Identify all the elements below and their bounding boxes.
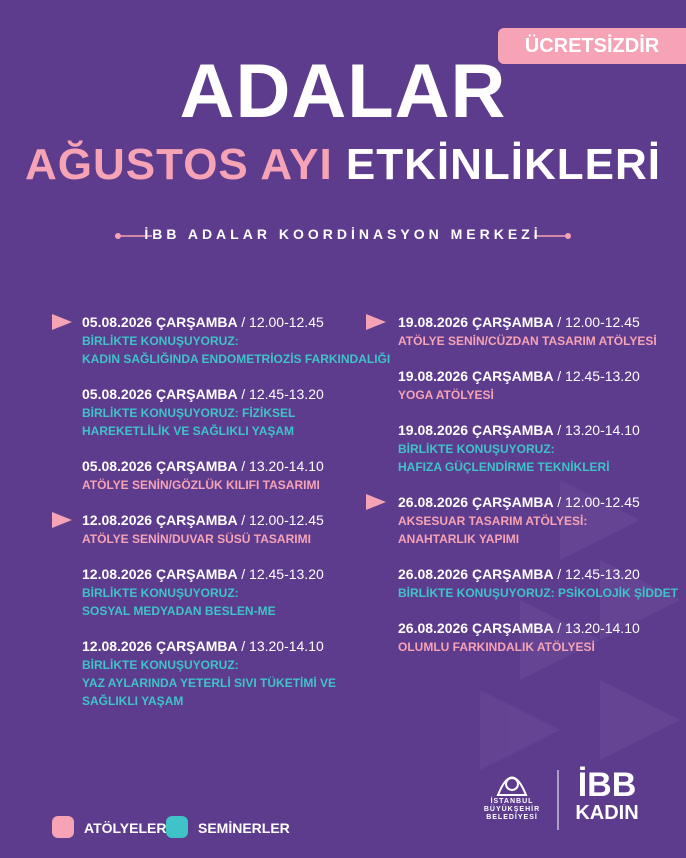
event-header: 19.08.2026 ÇARŞAMBA / 13.20-14.10 <box>398 421 640 440</box>
event: 05.08.2026 ÇARŞAMBA / 13.20-14.10 ATÖLYE … <box>82 457 324 494</box>
event: 05.08.2026 ÇARŞAMBA / 12.45-13.20 BİRLİKT… <box>82 385 324 440</box>
event-line: BİRLİKTE KONUŞUYORUZ: PSİKOLOJİK ŞİDDET <box>398 586 679 600</box>
event-header: 19.08.2026 ÇARŞAMBA / 12.00-12.45 <box>398 313 657 332</box>
event-line: ATÖLYE SENİN/DUVAR SÜSÜ TASARIMI <box>82 532 311 546</box>
event-time: / 12.45-13.20 <box>241 386 324 402</box>
arrow <box>52 314 72 330</box>
event-line: ANAHTARLIK YAPIMI <box>398 532 520 546</box>
event: 26.08.2026 ÇARŞAMBA / 12.00-12.45 AKSESUA… <box>398 493 640 548</box>
event-header: 12.08.2026 ÇARŞAMBA / 13.20-14.10 <box>82 637 336 656</box>
event-date: 26.08.2026 ÇARŞAMBA <box>398 494 554 510</box>
event-date: 26.08.2026 ÇARŞAMBA <box>398 620 554 636</box>
badge: ÜCRETSİZDİR <box>498 28 686 64</box>
event: 26.08.2026 ÇARŞAMBA / 13.20-14.10 OLUMLU … <box>398 619 640 656</box>
event-time: / 13.20-14.10 <box>557 422 640 438</box>
event-date: 19.08.2026 ÇARŞAMBA <box>398 422 554 438</box>
event-header: 19.08.2026 ÇARŞAMBA / 12.45-13.20 <box>398 367 640 386</box>
event-line: BİRLİKTE KONUŞUYORUZ: <box>82 658 239 672</box>
event-header: 26.08.2026 ÇARŞAMBA / 12.45-13.20 <box>398 565 678 584</box>
event-header: 26.08.2026 ÇARŞAMBA / 12.00-12.45 <box>398 493 640 512</box>
event: 19.08.2026 ÇARŞAMBA / 13.20-14.10 BİRLİKT… <box>398 421 640 476</box>
event-line: AKSESUAR TASARIM ATÖLYESİ: <box>398 514 588 528</box>
event-date: 26.08.2026 ÇARŞAMBA <box>398 566 554 582</box>
event-line: SAĞLIKLI YAŞAM <box>82 694 184 708</box>
subtitle-highlight: AĞUSTOS AYI <box>24 140 333 189</box>
kadin-logo: İBB KADIN <box>568 768 646 824</box>
subtitle: AĞUSTOS AYI ETKİNLİKLERİ <box>0 140 686 190</box>
legend-swatch <box>52 816 74 838</box>
event-header: 12.08.2026 ÇARŞAMBA / 12.45-13.20 <box>82 565 324 584</box>
organizer: İBB ADALAR KOORDİNASYON MERKEZİ <box>144 226 542 242</box>
event-header: 12.08.2026 ÇARŞAMBA / 12.00-12.45 <box>82 511 324 530</box>
event-date: 05.08.2026 ÇARŞAMBA <box>82 386 238 402</box>
event-line: BİRLİKTE KONUŞUYORUZ: <box>82 586 239 600</box>
event-time: / 12.00-12.45 <box>557 494 640 510</box>
event: 26.08.2026 ÇARŞAMBA / 12.45-13.20 BİRLİKT… <box>398 565 678 602</box>
event-header: 05.08.2026 ÇARŞAMBA / 12.45-13.20 <box>82 385 324 404</box>
event-line: YAZ AYLARINDA YETERLİ SIVI TÜKETİMİ VE <box>82 676 337 690</box>
event: 12.08.2026 ÇARŞAMBA / 12.45-13.20 BİRLİKT… <box>82 565 324 620</box>
event-date: 12.08.2026 ÇARŞAMBA <box>82 638 238 654</box>
event-line: KADIN SAĞLIĞINDA ENDOMETRİOZİS FARKINDAL… <box>82 352 391 366</box>
event-line: OLUMLU FARKINDALIK ATÖLYESİ <box>398 640 595 654</box>
legend-swatch <box>166 816 188 838</box>
event-line: YOGA ATÖLYESİ <box>398 388 494 402</box>
event: 12.08.2026 ÇARŞAMBA / 12.00-12.45 ATÖLYE … <box>82 511 324 548</box>
event: 19.08.2026 ÇARŞAMBA / 12.45-13.20 YOGA AT… <box>398 367 640 404</box>
ibb-logo: İSTANBUL BÜYÜKŞEHİR BELEDİYESİ <box>476 798 548 822</box>
event-line: SOSYAL MEDYADAN BESLEN-ME <box>82 604 276 618</box>
event-time: / 13.20-14.10 <box>241 458 324 474</box>
arrow <box>366 494 386 510</box>
event-line: ATÖLYE SENİN/CÜZDAN TASARIM ATÖLYESİ <box>398 334 657 348</box>
event-date: 19.08.2026 ÇARŞAMBA <box>398 368 554 384</box>
event-time: / 12.00-12.45 <box>241 512 324 528</box>
event-header: 26.08.2026 ÇARŞAMBA / 13.20-14.10 <box>398 619 640 638</box>
arrow <box>366 314 386 330</box>
event-date: 05.08.2026 ÇARŞAMBA <box>82 458 238 474</box>
event-time: / 12.00-12.45 <box>557 314 640 330</box>
event-header: 05.08.2026 ÇARŞAMBA / 13.20-14.10 <box>82 457 324 476</box>
event-time: / 12.45-13.20 <box>557 368 640 384</box>
kadin-bottom: KADIN <box>575 802 639 824</box>
legend-label: ATÖLYELER <box>84 820 167 836</box>
event-date: 05.08.2026 ÇARŞAMBA <box>82 314 238 330</box>
arrow <box>52 512 72 528</box>
event-line: HAREKETLİLİK VE SAĞLIKLI YAŞAM <box>82 424 295 438</box>
event-line: BİRLİKTE KONUŞUYORUZ: FİZİKSEL <box>82 406 296 420</box>
event-date: 19.08.2026 ÇARŞAMBA <box>398 314 554 330</box>
ibb-logo-line: BELEDİYESİ <box>486 814 538 821</box>
kadin-top: İBB <box>577 766 637 804</box>
title: ADALAR <box>179 49 507 134</box>
event-time: / 13.20-14.10 <box>241 638 324 654</box>
event-time: / 13.20-14.10 <box>557 620 640 636</box>
event-time: / 12.45-13.20 <box>557 566 640 582</box>
ibb-logo-line: İSTANBUL <box>490 798 534 805</box>
event-date: 12.08.2026 ÇARŞAMBA <box>82 512 238 528</box>
event-header: 05.08.2026 ÇARŞAMBA / 12.00-12.45 <box>82 313 390 332</box>
subtitle-rest: ETKİNLİKLERİ <box>345 140 662 189</box>
legend-label: SEMİNERLER <box>198 820 290 836</box>
event: 19.08.2026 ÇARŞAMBA / 12.00-12.45 ATÖLYE … <box>398 313 657 350</box>
event-line: BİRLİKTE KONUŞUYORUZ: <box>82 334 239 348</box>
event: 12.08.2026 ÇARŞAMBA / 13.20-14.10 BİRLİKT… <box>82 637 336 710</box>
event: 05.08.2026 ÇARŞAMBA / 12.00-12.45 BİRLİKT… <box>82 313 390 368</box>
event-line: BİRLİKTE KONUŞUYORUZ: <box>398 442 555 456</box>
event-date: 12.08.2026 ÇARŞAMBA <box>82 566 238 582</box>
event-time: / 12.45-13.20 <box>241 566 324 582</box>
event-line: ATÖLYE SENİN/GÖZLÜK KILIFI TASARIMI <box>82 478 320 492</box>
ibb-logo-line: BÜYÜKŞEHİR <box>483 806 541 813</box>
event-line: HAFIZA GÜÇLENDİRME TEKNİKLERİ <box>398 460 610 474</box>
event-time: / 12.00-12.45 <box>241 314 324 330</box>
